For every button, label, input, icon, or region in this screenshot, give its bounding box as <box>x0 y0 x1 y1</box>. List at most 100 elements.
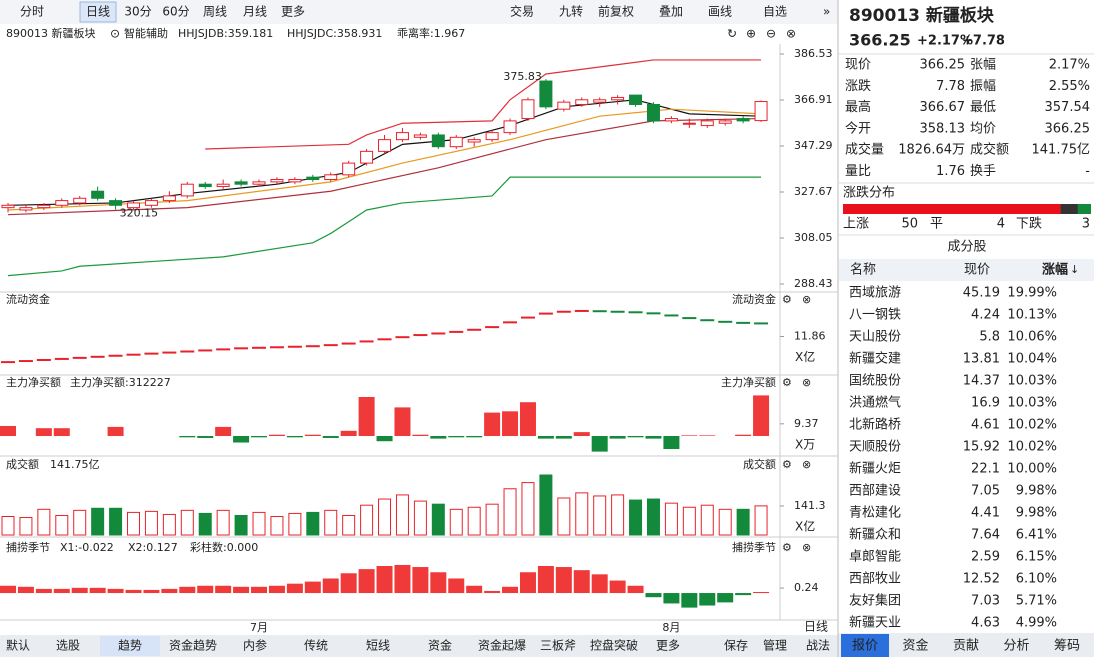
assist-icon[interactable]: ⊙ <box>110 27 120 41</box>
volume-bar <box>629 499 643 536</box>
toolbar-button[interactable]: 画线 <box>708 5 732 19</box>
bar <box>484 412 501 437</box>
bottom-tab[interactable]: 资金趋势 <box>169 638 217 653</box>
gear-icon[interactable]: ⚙ <box>782 376 792 389</box>
toolbar-tab[interactable]: 30分 <box>124 5 151 19</box>
volume-bar <box>342 514 356 536</box>
quote-value: - <box>1085 164 1090 179</box>
bar <box>448 578 465 594</box>
refresh-icon[interactable]: ↻ <box>727 27 737 41</box>
panel-title: 捕捞季节 <box>6 540 50 554</box>
toolbar-button[interactable]: 自选 <box>763 5 787 19</box>
right-tab[interactable]: 报价 <box>852 639 878 654</box>
quote-value: 2.55% <box>1049 79 1090 94</box>
panel-legend: 主力净买额:312227 <box>70 375 171 389</box>
bottom-tab[interactable]: 短线 <box>366 639 390 653</box>
stock-name[interactable]: 新疆火炬 <box>849 461 901 477</box>
stock-pct: 10.02% <box>1007 440 1057 455</box>
right-tab[interactable]: 资金 <box>902 638 928 654</box>
toolbar-tab[interactable]: 周线 <box>203 5 227 19</box>
toolbar-tab[interactable]: 日线 <box>86 5 110 19</box>
bar <box>251 586 268 594</box>
quote-label: 均价 <box>970 121 996 136</box>
bar <box>268 585 285 594</box>
toolbar-tab[interactable]: 60分 <box>162 5 189 19</box>
bar <box>663 593 680 604</box>
bar <box>681 435 698 437</box>
col-header[interactable]: 涨幅 <box>1041 262 1068 278</box>
stock-name[interactable]: 天顺股份 <box>849 440 901 455</box>
bottom-tab[interactable]: 趋势 <box>118 639 142 653</box>
bottom-tab[interactable]: 传统 <box>304 638 328 653</box>
bottom-tab[interactable]: 内参 <box>243 638 267 653</box>
stock-pct: 10.06% <box>1007 330 1057 345</box>
close-icon[interactable]: ⊗ <box>786 27 796 41</box>
stock-name[interactable]: 北新路桥 <box>849 417 901 433</box>
stock-name[interactable]: 青松建化 <box>849 506 901 521</box>
bar <box>537 436 554 439</box>
action-button[interactable]: 管理 <box>763 638 787 653</box>
col-header[interactable]: 名称 <box>850 262 876 278</box>
candle-body <box>144 200 158 206</box>
toolbar-button[interactable]: 叠加 <box>659 5 683 19</box>
close-icon[interactable]: ⊗ <box>802 458 811 471</box>
stock-name[interactable]: 卓郎智能 <box>849 550 901 565</box>
stock-name[interactable]: 新疆交建 <box>849 351 901 367</box>
stock-price: 14.37 <box>963 374 1000 389</box>
panel-title: 主力净买额 <box>721 375 776 389</box>
stock-price: 4.63 <box>971 616 1000 631</box>
plus-icon[interactable]: ⊕ <box>746 27 756 41</box>
bar <box>537 566 554 594</box>
close-icon[interactable]: ⊗ <box>802 376 811 389</box>
toolbar-tab[interactable]: 更多 <box>281 5 305 19</box>
stock-price: 4.61 <box>971 418 1000 433</box>
stock-name[interactable]: 西部建设 <box>849 484 901 499</box>
quote-value: 366.25 <box>1045 121 1091 136</box>
action-button[interactable]: 战法 <box>806 639 830 653</box>
bottom-tab[interactable]: 资金 <box>428 638 452 653</box>
right-tab[interactable]: 筹码 <box>1054 638 1080 654</box>
stock-name[interactable]: 国统股份 <box>849 374 901 389</box>
bar <box>89 587 106 594</box>
bar <box>35 588 52 594</box>
toolbar-tab[interactable]: 月线 <box>243 5 267 19</box>
candle-body <box>395 132 409 141</box>
bottom-tab[interactable]: 更多 <box>656 639 680 653</box>
stock-name[interactable]: 西域旅游 <box>849 286 901 301</box>
close-icon[interactable]: ⊗ <box>802 541 811 554</box>
collapse-icon[interactable]: » <box>823 5 830 19</box>
stock-pct: 6.10% <box>1016 572 1057 587</box>
bottom-tab[interactable]: 选股 <box>56 639 80 653</box>
gear-icon[interactable]: ⚙ <box>782 541 792 554</box>
toolbar-button[interactable]: 前复权 <box>598 4 634 19</box>
stock-name[interactable]: 新疆天业 <box>849 615 901 631</box>
right-tab[interactable]: 分析 <box>1003 639 1029 654</box>
right-tab[interactable]: 贡献 <box>953 639 979 654</box>
toolbar-tab[interactable]: 分时 <box>20 5 44 19</box>
stock-name[interactable]: 友好集团 <box>849 593 901 609</box>
bottom-tab[interactable]: 资金起爆 <box>478 638 526 653</box>
toolbar-button[interactable]: 交易 <box>510 4 534 19</box>
stock-pct: 10.04% <box>1007 352 1057 367</box>
stock-name[interactable]: 八一钢铁 <box>849 308 901 323</box>
minus-icon[interactable]: ⊖ <box>766 27 776 41</box>
high-label: 375.83 <box>503 70 542 83</box>
gear-icon[interactable]: ⚙ <box>782 458 792 471</box>
stock-name[interactable]: 洪通燃气 <box>849 395 901 411</box>
bottom-tab[interactable]: 控盘突破 <box>590 638 638 653</box>
low-label: 320.15 <box>120 207 159 220</box>
stock-name[interactable]: 新疆众和 <box>849 527 901 543</box>
bottom-tab[interactable]: 默认 <box>6 638 30 653</box>
action-button[interactable]: 保存 <box>724 639 748 653</box>
stock-name[interactable]: 天山股份 <box>849 330 901 345</box>
toolbar-button[interactable]: 九转 <box>559 4 583 19</box>
close-icon[interactable]: ⊗ <box>802 293 811 306</box>
period-label[interactable]: 日线 <box>804 620 828 634</box>
stock-name[interactable]: 西部牧业 <box>849 572 901 587</box>
bar <box>412 434 429 437</box>
bottom-tab[interactable]: 三板斧 <box>540 639 576 653</box>
gear-icon[interactable]: ⚙ <box>782 293 792 306</box>
volume-bar <box>216 509 230 536</box>
volume-bar <box>593 495 607 536</box>
col-header[interactable]: 现价 <box>964 263 990 278</box>
